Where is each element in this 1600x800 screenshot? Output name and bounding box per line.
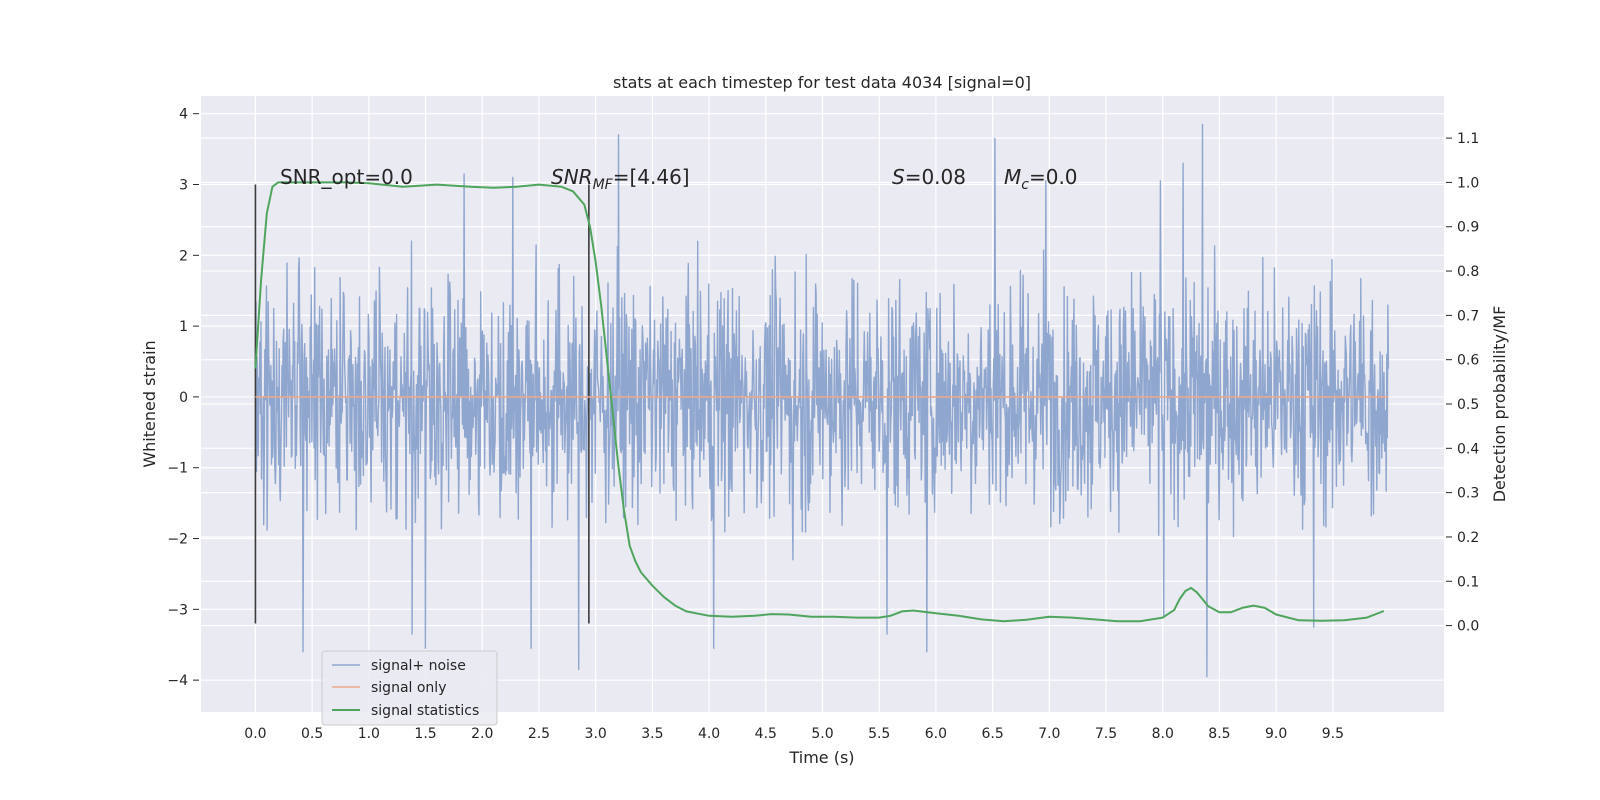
y2-axis-label: Detection probability/MF [1490, 306, 1509, 503]
line-series [254, 181, 1389, 623]
x-tick-label: 6.5 [981, 726, 1003, 742]
annotation-snr-mf-sub: MF [593, 177, 614, 193]
y2-tick-label: 1.0 [1457, 175, 1479, 191]
x-tick-label: 2.0 [471, 726, 493, 742]
annotation-s-value: =0.08 [905, 165, 966, 189]
y-axis-left: −4 −3 −2 −1 0 1 2 3 4 [167, 107, 199, 689]
x-tick-label: 7.0 [1038, 726, 1060, 742]
x-tick-label: 9.0 [1265, 726, 1287, 742]
y2-tick-label: 0.7 [1457, 308, 1479, 324]
annotation-s: S=0.08 [892, 165, 966, 189]
annotation-snr-mf-label: SNR [551, 165, 593, 189]
y-tick-label: −2 [167, 532, 188, 548]
series-signal-statistics-line [254, 181, 1385, 623]
y-tick-label: −4 [167, 673, 188, 689]
x-tick-label: 6.0 [925, 726, 947, 742]
y2-tick-label: 0.0 [1457, 619, 1479, 635]
y2-tick-label: 0.3 [1457, 486, 1479, 502]
y-tick-label: 4 [179, 107, 188, 123]
legend: signal+ noise signal only signal statist… [321, 650, 498, 726]
y-axis-right: 0.0 0.1 0.2 0.3 0.4 0.5 0.6 0.7 0.8 0.9 1.0 1.1 [1446, 131, 1479, 635]
annotation-snr-mf: SNRMF=[4.46] [551, 165, 690, 193]
y2-tick-label: 0.4 [1457, 441, 1479, 457]
legend-label-signal-noise: signal+ noise [371, 658, 466, 674]
y-tick-label: 2 [179, 248, 188, 264]
annotation-mc: Mc=0.0 [1004, 165, 1078, 193]
y-tick-label: −3 [167, 602, 188, 618]
x-tick-label: 4.0 [698, 726, 720, 742]
x-tick-label: 9.5 [1322, 726, 1344, 742]
legend-label-signal-statistics: signal statistics [371, 703, 479, 719]
annotation-mc-value: =0.0 [1029, 165, 1078, 189]
y2-tick-label: 0.9 [1457, 220, 1479, 236]
y2-tick-label: 1.1 [1457, 131, 1479, 147]
series-signal-noise [254, 123, 1390, 678]
x-axis: 0.0 0.5 1.0 1.5 2.0 2.5 3.0 3.5 4.0 4.5 5.0 5.5 6.0 6… [244, 726, 1344, 742]
x-tick-label: 2.5 [528, 726, 550, 742]
x-tick-label: 3.0 [585, 726, 607, 742]
y-tick-label: −1 [167, 461, 188, 477]
annotation-snr-mf-value: =[4.46] [613, 165, 690, 189]
x-tick-label: 1.5 [414, 726, 436, 742]
x-tick-label: 1.0 [358, 726, 380, 742]
legend-label-signal-only: signal only [371, 680, 446, 696]
x-tick-label: 5.0 [811, 726, 833, 742]
chart-title: stats at each timestep for test data 403… [613, 73, 1031, 92]
y-tick-label: 3 [179, 178, 188, 194]
x-axis-label: Time (s) [788, 748, 854, 767]
x-tick-label: 3.5 [641, 726, 663, 742]
annotation-snr-opt: SNR_opt=0.0 [280, 165, 413, 189]
y2-tick-label: 0.8 [1457, 264, 1479, 280]
annotations: SNR_opt=0.0 SNRMF=[4.46] S=0.08 Mc=0.0 [280, 165, 1078, 193]
y2-tick-label: 0.5 [1457, 397, 1479, 413]
y2-tick-label: 0.2 [1457, 530, 1479, 546]
y2-tick-label: 0.6 [1457, 353, 1479, 369]
series-signal-noise-line [254, 123, 1390, 678]
x-tick-label: 0.5 [301, 726, 323, 742]
annotation-mc-sub: c [1021, 177, 1029, 193]
annotation-mc-label: M [1004, 165, 1021, 189]
x-tick-label: 4.5 [755, 726, 777, 742]
legend-box [321, 650, 498, 726]
y-tick-label: 1 [179, 319, 188, 335]
x-tick-label: 8.5 [1208, 726, 1230, 742]
x-tick-label: 0.0 [244, 726, 266, 742]
vertical-lines [254, 184, 590, 624]
y2-tick-label: 0.1 [1457, 574, 1479, 590]
y-tick-label: 0 [179, 390, 188, 406]
annotation-s-label: S [892, 165, 905, 189]
y-axis-label: Whitened strain [140, 340, 159, 467]
x-tick-label: 7.5 [1095, 726, 1117, 742]
x-tick-label: 5.5 [868, 726, 890, 742]
x-tick-label: 8.0 [1152, 726, 1174, 742]
